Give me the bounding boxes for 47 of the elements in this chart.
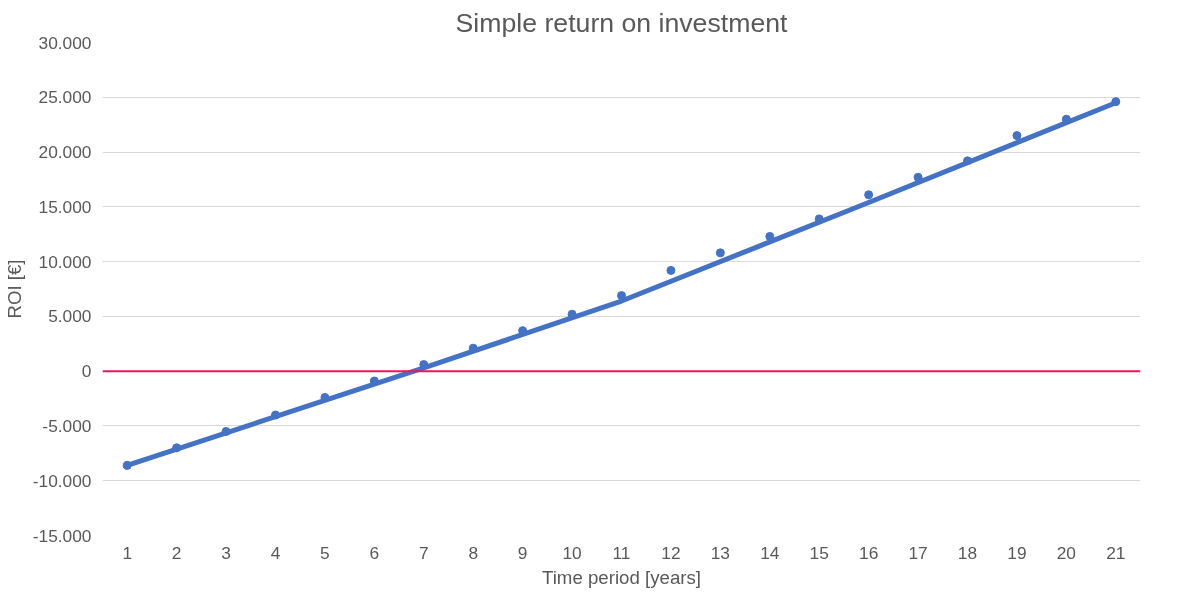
point [1111,97,1121,107]
y-tick-label: -5.000 [42,415,92,436]
y-tick-label: -10.000 [32,470,92,491]
y-tick-label: -15.000 [32,525,92,546]
y-tick-label: 25.000 [38,87,92,108]
x-tick-label: 15 [809,542,829,563]
y-tick-label: 20.000 [38,142,92,163]
point [765,231,775,241]
x-tick-label: 11 [612,542,631,563]
x-tick-label: 14 [760,542,780,563]
x-tick-label: 19 [1007,542,1027,563]
x-tick-label: 16 [859,542,879,563]
x-tick-label: 17 [908,542,928,563]
x-tick-label: 10 [562,542,582,563]
x-tick-label: 8 [468,542,479,563]
x-tick-label: 20 [1056,542,1076,563]
point [715,248,725,258]
x-tick-label: 2 [171,542,182,563]
y-tick-label: 10.000 [38,251,92,272]
x-tick-label: 7 [418,542,429,563]
y-tick-label: 30.000 [38,32,92,53]
y-tick-label: 0 [81,361,92,382]
point [666,265,676,275]
x-tick-label: 13 [710,542,730,563]
x-tick-label: 1 [122,542,133,563]
y-tick-label: 15.000 [38,196,92,217]
point [122,460,132,470]
point [271,410,280,420]
x-tick-label: 9 [517,542,528,563]
point [864,190,874,200]
y-axis-title: ROI [€] [3,259,25,319]
point [617,291,626,301]
point [1012,131,1022,141]
chart-title: Simple return on investment [455,7,789,38]
x-tick-label: 21 [1106,542,1126,563]
point [172,443,182,453]
point [913,172,923,182]
y-tick-label: 5.000 [48,306,92,327]
x-tick-label: 6 [369,542,380,563]
x-tick-label: 12 [661,542,681,563]
x-tick-label: 4 [270,542,281,563]
x-tick-label: 18 [957,542,978,563]
x-axis-title: Time period [years] [542,566,701,588]
point [963,156,972,166]
x-tick-label: 5 [320,542,330,563]
point [221,426,231,436]
x-tick-label: 3 [221,542,231,563]
